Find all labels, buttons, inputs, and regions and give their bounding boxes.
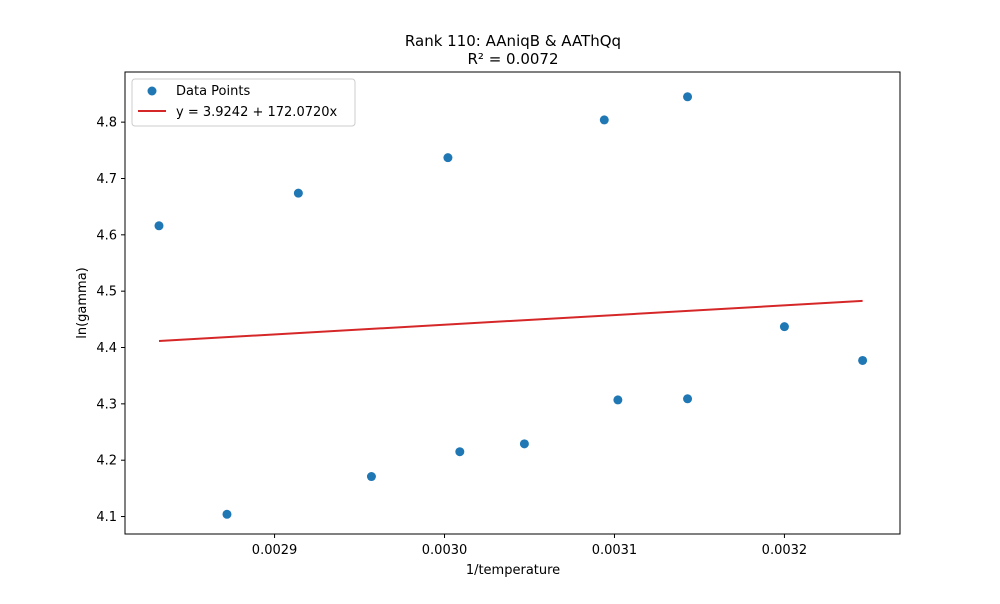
data-point <box>519 439 529 449</box>
y-tick-label: 4.2 <box>96 454 117 469</box>
data-point <box>293 188 303 198</box>
data-point <box>222 509 232 519</box>
y-tick-label: 4.6 <box>96 228 117 243</box>
data-point <box>599 115 609 125</box>
legend-label-fit-line: y = 3.9242 + 172.0720x <box>176 105 338 120</box>
legend: Data Points y = 3.9242 + 172.0720x <box>131 78 356 127</box>
data-point <box>858 355 868 365</box>
y-axis: 4.1 4.2 4.3 4.4 4.5 4.6 4.7 4.8 <box>96 116 125 525</box>
plot-frame <box>124 71 901 535</box>
data-point <box>366 472 376 482</box>
data-point <box>154 221 164 231</box>
chart-subtitle: R² = 0.0072 <box>467 50 558 68</box>
legend-marker-data-points <box>147 86 157 96</box>
data-point <box>613 395 623 405</box>
y-tick-label: 4.5 <box>96 285 117 300</box>
y-tick-label: 4.7 <box>96 172 117 187</box>
y-tick-label: 4.1 <box>96 510 117 525</box>
data-point <box>683 92 693 102</box>
x-tick-label: 0.0029 <box>252 543 298 558</box>
x-axis-label: 1/temperature <box>466 563 560 578</box>
y-tick-label: 4.8 <box>96 116 117 131</box>
x-axis: 0.0029 0.0030 0.0031 0.0032 <box>252 534 807 558</box>
legend-box <box>131 78 356 127</box>
data-point <box>779 322 789 332</box>
x-tick-label: 0.0031 <box>592 543 638 558</box>
data-point <box>443 153 453 163</box>
data-point <box>683 394 693 404</box>
x-tick-label: 0.0030 <box>422 543 468 558</box>
plot-area <box>154 92 868 519</box>
fit-line <box>158 299 863 343</box>
y-tick-label: 4.4 <box>96 341 117 356</box>
y-axis-label: ln(gamma) <box>75 267 90 339</box>
legend-label-data-points: Data Points <box>176 84 250 99</box>
y-tick-label: 4.3 <box>96 397 117 412</box>
data-point <box>455 447 465 457</box>
chart-title: Rank 110: AAniqB & AAThQq <box>405 32 621 50</box>
x-tick-label: 0.0032 <box>762 543 808 558</box>
